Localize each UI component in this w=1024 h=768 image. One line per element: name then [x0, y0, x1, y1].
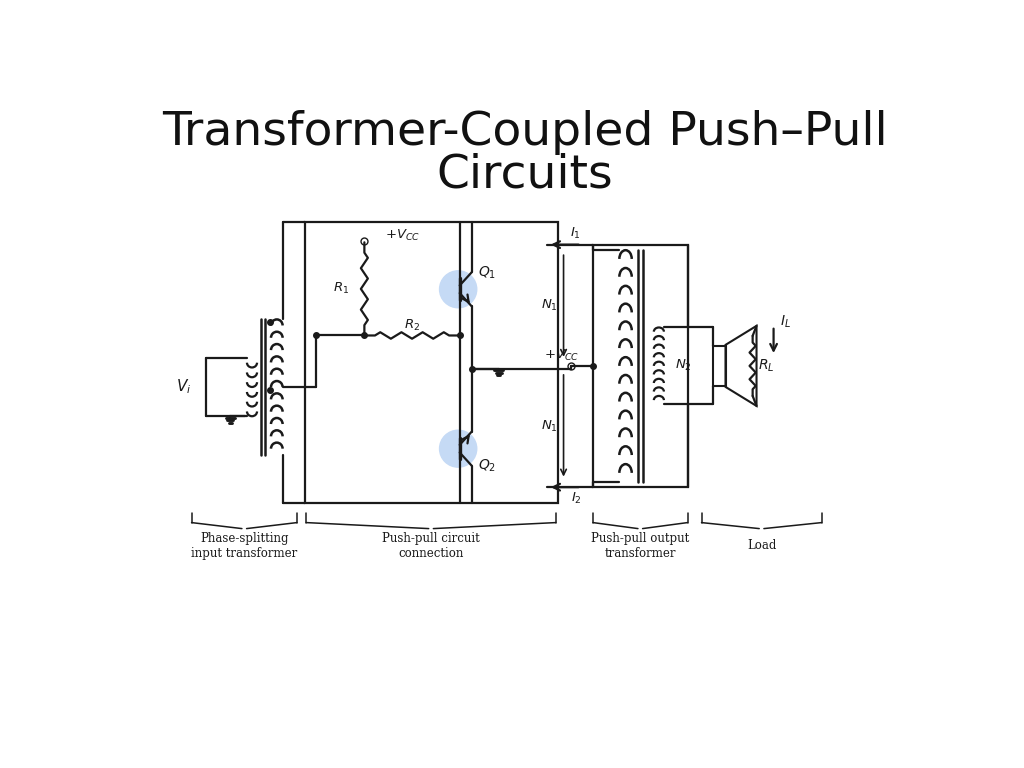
Text: $R_L$: $R_L$ [759, 358, 775, 374]
Text: $N_2$: $N_2$ [675, 359, 692, 373]
Text: Push-pull output
transformer: Push-pull output transformer [591, 531, 689, 560]
Text: $V_i$: $V_i$ [176, 378, 191, 396]
Bar [713, 346, 726, 386]
Text: $N_1$: $N_1$ [541, 298, 558, 313]
Text: $I_1$: $I_1$ [570, 227, 582, 241]
Text: $Q_1$: $Q_1$ [478, 264, 496, 280]
Bar [305, 221, 558, 502]
Text: $+V_{CC}$: $+V_{CC}$ [385, 228, 421, 243]
Text: $N_1$: $N_1$ [541, 419, 558, 434]
Text: $+V_{CC}$: $+V_{CC}$ [545, 349, 580, 363]
Text: $I_L$: $I_L$ [779, 314, 791, 330]
Circle shape [439, 430, 477, 467]
Text: Circuits: Circuits [436, 153, 613, 198]
Text: $R_2$: $R_2$ [404, 318, 420, 333]
Text: $Q_2$: $Q_2$ [478, 458, 496, 474]
Text: Load: Load [748, 539, 776, 552]
Text: Phase-splitting
input transformer: Phase-splitting input transformer [191, 531, 297, 560]
Circle shape [439, 271, 477, 308]
Text: Transformer-Coupled Push–Pull: Transformer-Coupled Push–Pull [162, 111, 888, 155]
Text: $R_1$: $R_1$ [333, 281, 349, 296]
Text: Push-pull circuit
connection: Push-pull circuit connection [382, 531, 480, 560]
Bar [593, 245, 687, 487]
Text: $I_2$: $I_2$ [570, 491, 582, 505]
